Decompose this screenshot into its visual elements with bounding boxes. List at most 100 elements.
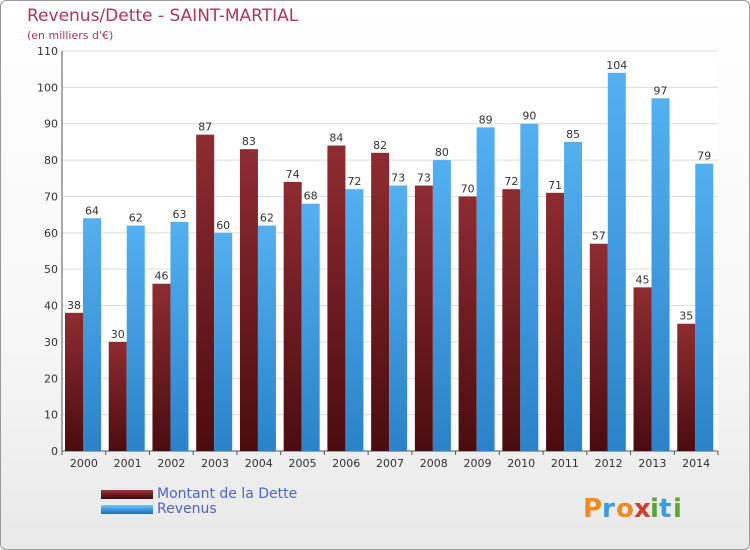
x-tick-label: 2006 (332, 457, 360, 470)
bar-revenus (301, 203, 320, 451)
proxiti-logo: P r o x i t i (583, 494, 682, 524)
x-tick-label: 2003 (201, 457, 229, 470)
bar-revenus (389, 185, 408, 451)
svg-text:x: x (634, 494, 651, 524)
x-tick-label: 2011 (551, 457, 579, 470)
y-tick-label: 40 (44, 300, 58, 313)
bar-revenus (170, 221, 189, 451)
bar-dette (546, 192, 565, 451)
bar-revenus (432, 160, 451, 451)
value-label-dette: 71 (548, 179, 562, 192)
bar-dette (502, 189, 521, 451)
y-tick-label: 70 (44, 190, 58, 203)
svg-text:i: i (673, 494, 682, 524)
value-label-dette: 45 (636, 273, 650, 286)
value-label-revenus: 79 (697, 150, 711, 163)
value-label-dette: 73 (417, 172, 431, 185)
x-tick-label: 2005 (289, 457, 317, 470)
chart-title: Revenus/Dette - SAINT-MARTIAL (27, 6, 299, 26)
bar-dette (677, 323, 696, 451)
value-label-revenus: 104 (606, 59, 627, 72)
value-label-dette: 82 (373, 139, 387, 152)
svg-text:r: r (602, 494, 615, 524)
legend-swatch-dette (101, 490, 153, 499)
value-label-revenus: 97 (654, 84, 668, 97)
value-label-revenus: 64 (85, 204, 99, 217)
bar-revenus (564, 141, 583, 451)
bar-revenus (345, 189, 364, 451)
value-label-revenus: 73 (391, 172, 405, 185)
y-tick-label: 110 (37, 45, 58, 58)
y-tick-label: 0 (51, 445, 58, 458)
x-tick-label: 2008 (420, 457, 448, 470)
bar-dette (633, 287, 652, 451)
x-tick-label: 2012 (595, 457, 623, 470)
value-label-revenus: 89 (479, 113, 493, 126)
x-tick-label: 2010 (507, 457, 535, 470)
bar-revenus (257, 225, 276, 451)
value-label-revenus: 62 (129, 212, 143, 225)
x-tick-label: 2009 (463, 457, 491, 470)
bar-dette (152, 283, 171, 451)
y-tick-label: 90 (44, 118, 58, 131)
value-label-dette: 74 (286, 168, 300, 181)
bar-dette (414, 185, 433, 451)
bar-dette (283, 181, 302, 451)
bar-revenus (520, 123, 539, 452)
legend-swatch-revenus (101, 505, 153, 514)
bar-revenus (476, 127, 495, 451)
x-tick-label: 2002 (157, 457, 185, 470)
value-label-dette: 84 (329, 132, 343, 145)
y-tick-label: 50 (44, 263, 58, 276)
value-label-dette: 30 (111, 328, 125, 341)
value-label-revenus: 90 (522, 110, 536, 123)
value-label-revenus: 85 (566, 128, 580, 141)
bar-revenus (214, 232, 233, 451)
bar-dette (371, 152, 390, 451)
value-label-revenus: 80 (435, 146, 449, 159)
x-tick-label: 2007 (376, 457, 404, 470)
value-label-dette: 72 (504, 175, 518, 188)
x-tick-label: 2014 (682, 457, 710, 470)
bar-dette (589, 243, 608, 451)
bar-revenus (695, 163, 714, 451)
bar-dette (65, 312, 83, 451)
svg-text:o: o (616, 494, 634, 524)
value-label-dette: 57 (592, 230, 606, 243)
value-label-dette: 38 (67, 299, 81, 312)
value-label-revenus: 62 (260, 212, 274, 225)
value-label-revenus: 60 (216, 219, 230, 232)
bar-revenus (607, 72, 626, 452)
bar-dette (196, 134, 215, 452)
x-tick-label: 2000 (70, 457, 98, 470)
value-label-revenus: 63 (172, 208, 186, 221)
bar-dette (327, 145, 346, 451)
value-label-revenus: 68 (304, 190, 318, 203)
svg-text:t: t (659, 494, 671, 524)
y-tick-label: 30 (44, 336, 58, 349)
bar-revenus (126, 225, 145, 451)
y-tick-label: 60 (44, 227, 58, 240)
svg-text:P: P (583, 494, 602, 524)
y-tick-label: 20 (44, 372, 58, 385)
value-label-dette: 87 (198, 121, 212, 134)
y-tick-label: 100 (37, 81, 58, 94)
value-label-revenus: 72 (347, 175, 361, 188)
bar-revenus (83, 218, 101, 451)
legend-label-dette: Montant de la Dette (157, 486, 298, 502)
legend-label-revenus: Revenus (157, 501, 217, 517)
svg-text:i: i (650, 494, 659, 524)
value-label-dette: 35 (679, 310, 693, 323)
bar-dette (108, 341, 127, 451)
x-tick-label: 2004 (245, 457, 273, 470)
y-tick-label: 80 (44, 154, 58, 167)
chart-subtitle: (en milliers d'€) (27, 29, 114, 42)
value-label-dette: 83 (242, 135, 256, 148)
value-label-dette: 70 (461, 182, 475, 195)
x-tick-label: 2001 (114, 457, 142, 470)
bar-dette (239, 149, 258, 451)
bar-revenus (651, 98, 670, 451)
y-tick-label: 10 (44, 409, 58, 422)
